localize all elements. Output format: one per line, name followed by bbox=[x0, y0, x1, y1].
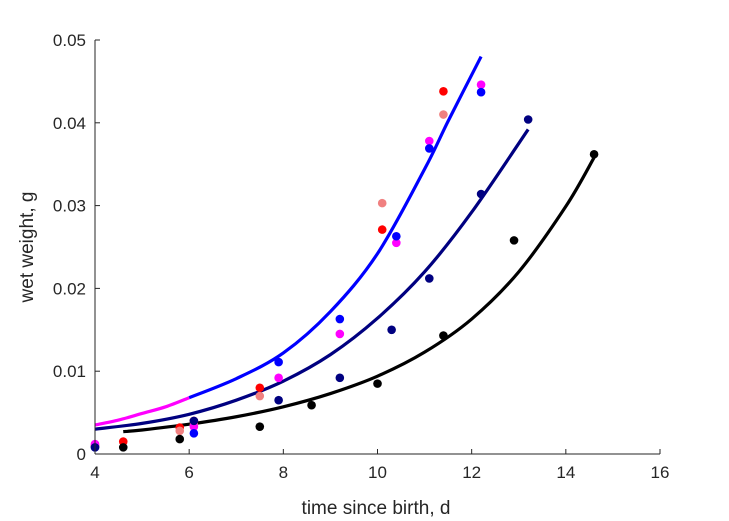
y-axis-label: wet weight, g bbox=[17, 192, 38, 304]
x-tick-label: 14 bbox=[556, 463, 575, 482]
data-point-series-3 bbox=[189, 429, 199, 438]
fit-curve-3 bbox=[123, 156, 596, 434]
y-tick-label: 0.02 bbox=[53, 279, 86, 298]
x-tick-label: 6 bbox=[184, 463, 193, 482]
x-axis-label: time since birth, d bbox=[302, 498, 451, 519]
y-tick-label: 0.03 bbox=[53, 197, 86, 216]
data-point-series-4 bbox=[189, 416, 199, 426]
data-point-series-4 bbox=[387, 325, 396, 335]
data-point-series-2 bbox=[335, 329, 345, 339]
data-point-series-5 bbox=[307, 400, 316, 410]
fit-curve-0 bbox=[94, 396, 190, 427]
y-tick-label: 0.04 bbox=[53, 114, 86, 133]
data-point-series-5 bbox=[509, 236, 519, 245]
y-axis: 0 0.01 0.02 0.03 0.04 0.05 bbox=[53, 31, 100, 464]
fit-curve-2 bbox=[94, 128, 530, 431]
data-point-series-5 bbox=[589, 149, 599, 159]
x-tick-label: 12 bbox=[462, 463, 481, 482]
data-point-series-0 bbox=[377, 225, 387, 234]
data-point-series-5 bbox=[373, 379, 382, 388]
x-tick-label: 16 bbox=[651, 463, 670, 482]
data-point-series-1 bbox=[439, 110, 448, 119]
data-point-series-4 bbox=[335, 373, 345, 383]
x-tick-label: 4 bbox=[90, 463, 99, 482]
data-point-series-3 bbox=[476, 87, 486, 97]
fit-curves bbox=[94, 55, 596, 434]
data-point-series-1 bbox=[377, 198, 387, 208]
x-tick-label: 10 bbox=[368, 463, 387, 482]
data-point-series-2 bbox=[274, 373, 283, 383]
data-point-series-0 bbox=[439, 87, 448, 96]
data-point-series-5 bbox=[439, 331, 448, 340]
x-axis: 4 6 8 10 12 14 16 bbox=[90, 449, 669, 482]
data-point-series-5 bbox=[255, 422, 265, 431]
data-point-series-3 bbox=[392, 231, 401, 241]
data-point-series-3 bbox=[335, 314, 345, 324]
data-point-series-1 bbox=[175, 426, 185, 436]
data-point-series-2 bbox=[424, 136, 434, 146]
y-tick-label: 0.01 bbox=[53, 362, 86, 381]
data-point-series-0 bbox=[255, 383, 265, 393]
y-tick-label: 0 bbox=[77, 445, 86, 464]
data-point-series-2 bbox=[476, 80, 486, 90]
data-point-series-1 bbox=[255, 391, 265, 401]
data-point-series-5 bbox=[118, 443, 128, 452]
data-point-series-5 bbox=[175, 434, 185, 444]
data-point-series-4 bbox=[274, 395, 283, 405]
data-point-series-4 bbox=[476, 189, 486, 199]
data-point-series-4 bbox=[424, 274, 434, 283]
data-point-series-3 bbox=[274, 357, 283, 367]
data-point-series-4 bbox=[523, 115, 533, 124]
data-points bbox=[90, 80, 599, 452]
data-point-series-3 bbox=[424, 144, 434, 153]
y-tick-label: 0.05 bbox=[53, 31, 86, 50]
data-point-series-2 bbox=[392, 238, 401, 248]
fit-curve-1 bbox=[188, 55, 483, 400]
x-tick-label: 8 bbox=[279, 463, 288, 482]
